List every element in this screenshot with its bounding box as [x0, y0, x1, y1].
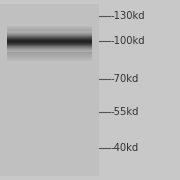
Text: -70kd: -70kd: [111, 74, 139, 84]
Text: -130kd: -130kd: [111, 11, 145, 21]
Text: -55kd: -55kd: [111, 107, 139, 117]
Text: -40kd: -40kd: [111, 143, 139, 153]
FancyBboxPatch shape: [0, 4, 99, 176]
Text: -100kd: -100kd: [111, 36, 145, 46]
